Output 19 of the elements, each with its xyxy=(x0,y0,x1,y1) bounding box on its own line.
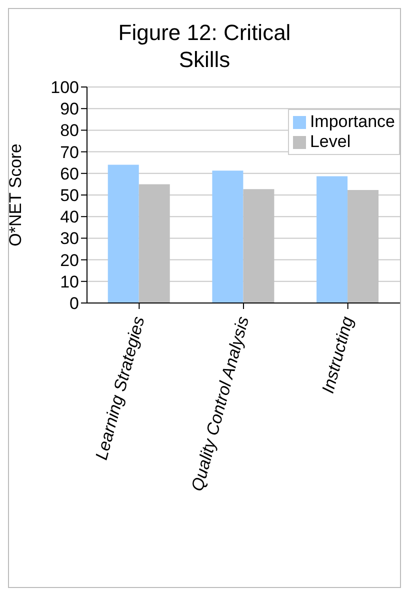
y-tick-label: 10 xyxy=(60,272,79,292)
y-axis-title: O*NET Score xyxy=(6,144,26,246)
bar xyxy=(108,164,139,303)
bar xyxy=(316,176,348,303)
y-tick-label: 80 xyxy=(60,121,79,140)
y-tick-label: 70 xyxy=(60,142,79,162)
x-tick-label: Quality Control Analysis xyxy=(188,314,253,494)
y-tick-label: 100 xyxy=(50,78,79,98)
y-tick-label: 20 xyxy=(60,250,79,270)
y-tick-label: 60 xyxy=(60,164,79,184)
chart-title: Figure 12: Critical Skills xyxy=(117,19,292,73)
y-tick-label: 90 xyxy=(60,100,79,119)
y-tick-label: 0 xyxy=(70,294,79,314)
y-tick-label: 30 xyxy=(60,229,79,248)
bar xyxy=(212,170,244,303)
legend-label: Level xyxy=(310,132,351,152)
y-tick-label: 40 xyxy=(60,208,79,227)
legend-label: Importance xyxy=(310,112,395,132)
y-tick-label: 50 xyxy=(60,186,79,206)
